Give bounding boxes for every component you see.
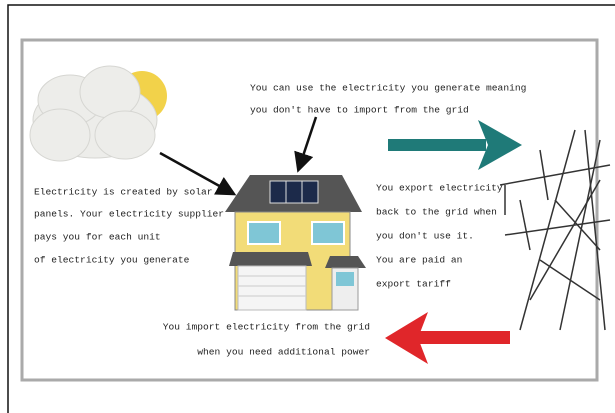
note-line: back to the grid when xyxy=(376,207,497,218)
note-line: You are paid an xyxy=(376,255,462,266)
note-line: of electricity you generate xyxy=(34,255,190,266)
house xyxy=(225,175,366,310)
note-line: when you need additional power xyxy=(197,347,370,358)
diagram: You can use the electricity you generate… xyxy=(0,0,615,413)
note-line: export tariff xyxy=(376,279,451,290)
note-line: you don't have to import from the grid xyxy=(250,105,469,116)
note-line: you don't use it. xyxy=(376,231,474,242)
note-line: You import electricity from the grid xyxy=(163,322,370,333)
note-line: Electricity is created by solar xyxy=(34,187,212,198)
page: {"notes": [ {"lines": ["You can use the … xyxy=(0,0,615,413)
note-line: pays you for each unit xyxy=(34,232,161,243)
note-line: You export electricity xyxy=(376,183,503,194)
note-line: You can use the electricity you generate… xyxy=(250,83,526,94)
note-line: panels. Your electricity supplier xyxy=(34,209,224,220)
